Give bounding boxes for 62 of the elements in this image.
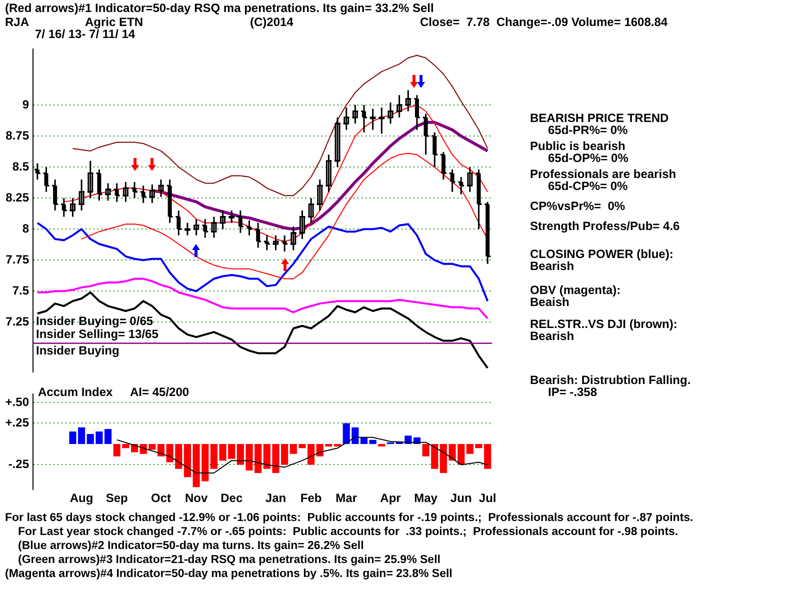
bar	[184, 444, 191, 478]
y-tick-label: 8.75	[6, 128, 30, 142]
text: For last 65 days stock changed -12.9% or -1.06 points: Public accounts for -.19 points.; Professionals account for -.87 points.	[5, 512, 694, 525]
text: Beaish	[530, 295, 570, 309]
y-tick-label: 7.5	[12, 283, 30, 298]
x-tick-label: May	[414, 491, 438, 506]
ref-line-label: Insider Buying	[36, 344, 120, 358]
x-tick-label: Apr	[380, 491, 402, 506]
text: For Last year stock changed -7.7% or -.65 points: Public accounts for .33 points.; Professionals account for -.98 points.	[18, 526, 678, 539]
text: 65d-CP%= 0%	[548, 179, 628, 193]
bar	[360, 437, 368, 444]
annotation: Accum Index	[38, 385, 113, 399]
text: Bearish	[530, 259, 574, 273]
bar	[369, 440, 376, 444]
text: (Magenta arrows)#4 Indicator=50-day ma penetrations by .5%. Its gain= 23.8% Sell	[5, 568, 452, 581]
x-tick-label: Feb	[300, 491, 322, 506]
x-tick-label: Nov	[184, 491, 208, 506]
x-tick-label: Aug	[70, 491, 94, 506]
x-tick-label: Sep	[106, 491, 128, 506]
x-tick-label: Oct	[150, 491, 171, 506]
annotation: Insider Buying= 0/65	[36, 314, 154, 328]
x-tick-label: Jan	[265, 491, 286, 506]
x-tick-label: Jun	[450, 491, 472, 506]
text: BEARISH PRICE TREND	[530, 111, 669, 125]
bar	[378, 444, 386, 446]
text: CP%vsPr%= 0%	[530, 199, 626, 213]
text: Close= 7.78 Change=-.09 Volume= 1608.84	[420, 15, 668, 29]
text: 65d-OP%= 0%	[548, 151, 628, 165]
annotation: Insider Selling= 13/65	[36, 327, 158, 341]
text: CLOSING POWER (blue):	[530, 247, 674, 261]
y-tick-label: 7.25	[6, 314, 30, 328]
bar	[157, 444, 165, 456]
y-tick-label: 8.5	[12, 159, 30, 174]
text: (C)2014	[250, 15, 294, 29]
text: Professionals are bearish	[530, 167, 676, 181]
bar	[334, 444, 342, 446]
text: 65d-PR%= 0%	[548, 123, 628, 137]
text: Bearish: Distrubtion Falling.	[530, 373, 691, 387]
text: REL.STR..VS DJI (brown):	[530, 317, 678, 331]
text: (Blue arrows)#2 Indicator=50-day ma turns. Its gain= 26.2% Sell	[18, 540, 364, 553]
text: OBV (magenta):	[530, 283, 621, 297]
text: Strength Profess/Pub= 4.6	[530, 219, 680, 233]
annotation: AI= 45/200	[130, 385, 190, 399]
y-tick-label: 7.75	[6, 252, 30, 266]
x-tick-label: Dec	[220, 491, 243, 506]
y-tick-label: +.50	[5, 394, 30, 409]
text: 7/ 16/ 13- 7/ 11/ 14	[35, 27, 136, 41]
text: Agric ETN	[85, 15, 144, 29]
y-tick-label: 8	[22, 221, 30, 236]
x-tick-label: Jul	[478, 491, 496, 506]
x-tick-label: Mar	[336, 491, 358, 506]
y-tick-label: 8.25	[6, 190, 30, 204]
y-tick-label: +.25	[5, 416, 30, 430]
chart-title: (Red arrows)#1 Indicator=50-day RSQ ma penetrations. Its gain= 33.2% Sell	[5, 1, 434, 15]
text: Public is bearish	[530, 139, 626, 153]
text: IP= -.358	[548, 385, 598, 399]
text: Bearish	[530, 329, 574, 343]
bar	[104, 429, 112, 444]
text: (Green arrows)#3 Indicator=21-day RSQ ma penetrations. Its gain= 25.9% Sell	[18, 554, 440, 567]
y-tick-label: -.25	[8, 457, 30, 472]
text: RJA	[5, 15, 30, 29]
y-tick-label: 9	[22, 97, 30, 112]
